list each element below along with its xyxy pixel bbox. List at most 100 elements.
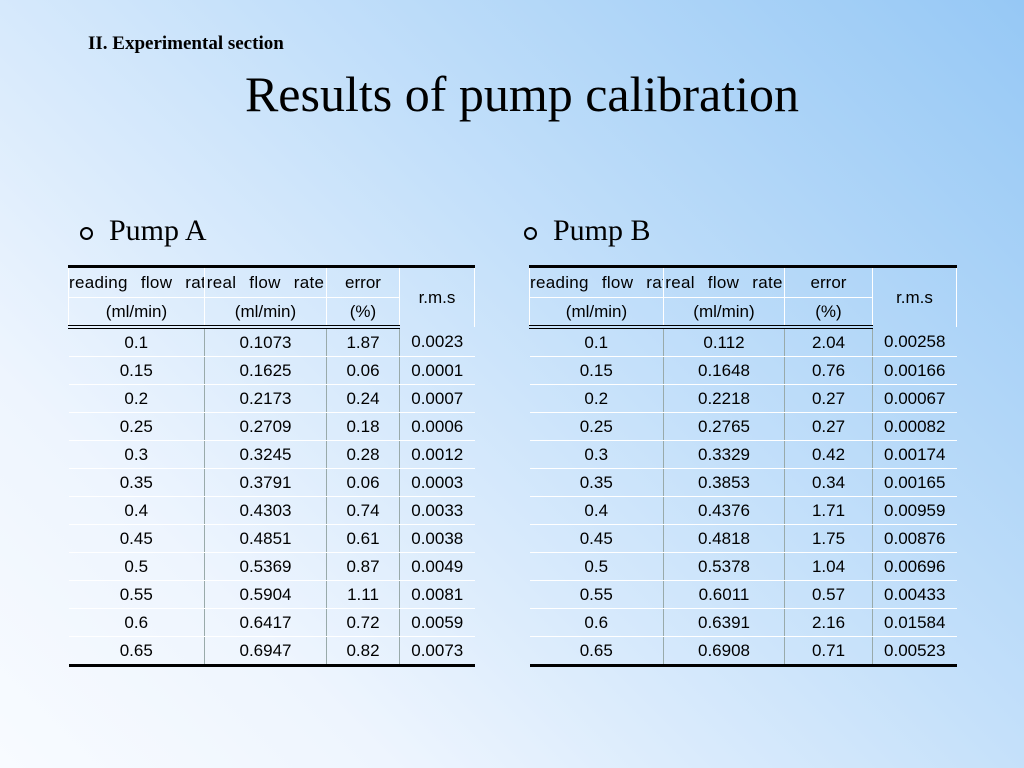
cell-reading-flow-rate: 0.55 xyxy=(68,580,205,609)
cell-reading-flow-rate: 0.3 xyxy=(68,440,205,469)
pump-a-label: Pump A xyxy=(80,214,207,248)
pump-a-table: reading flow rate real flow rate error r… xyxy=(68,265,475,667)
pump-b-label: Pump B xyxy=(524,214,651,248)
cell-real-flow-rate: 0.3329 xyxy=(663,440,785,469)
table-row: 0.2 0.2218 0.27 0.00067 xyxy=(529,384,957,413)
header-reading-flow-rate: reading flow rate xyxy=(529,265,664,298)
cell-rms: 0.0059 xyxy=(399,608,475,637)
cell-rms: 0.01584 xyxy=(872,608,957,637)
cell-rms: 0.0007 xyxy=(399,384,475,413)
cell-error: 0.27 xyxy=(784,412,873,441)
cell-reading-flow-rate: 0.35 xyxy=(529,468,664,497)
cell-reading-flow-rate: 0.15 xyxy=(529,356,664,385)
header-error-unit: (%) xyxy=(784,297,873,329)
cell-reading-flow-rate: 0.25 xyxy=(68,412,205,441)
cell-real-flow-rate: 0.3853 xyxy=(663,468,785,497)
cell-real-flow-rate: 0.1625 xyxy=(204,356,327,385)
section-heading: II. Experimental section xyxy=(88,33,284,54)
cell-error: 0.06 xyxy=(326,468,400,497)
table-row: 0.5 0.5378 1.04 0.00696 xyxy=(529,552,957,581)
table-row: 0.45 0.4851 0.61 0.0038 xyxy=(68,524,475,553)
table-row: 0.3 0.3245 0.28 0.0012 xyxy=(68,440,475,469)
cell-rms: 0.00523 xyxy=(872,636,957,667)
table-row: 0.3 0.3329 0.42 0.00174 xyxy=(529,440,957,469)
cell-reading-flow-rate: 0.15 xyxy=(68,356,205,385)
cell-real-flow-rate: 0.1648 xyxy=(663,356,785,385)
cell-real-flow-rate: 0.5378 xyxy=(663,552,785,581)
cell-rms: 0.00959 xyxy=(872,496,957,525)
table-row: 0.5 0.5369 0.87 0.0049 xyxy=(68,552,475,581)
cell-rms: 0.0038 xyxy=(399,524,475,553)
cell-error: 0.34 xyxy=(784,468,873,497)
header-rms: r.m.s xyxy=(872,265,957,327)
table-row: 0.55 0.6011 0.57 0.00433 xyxy=(529,580,957,609)
hollow-circle-bullet-icon xyxy=(80,226,93,240)
header-error: error xyxy=(326,265,400,298)
cell-rms: 0.0001 xyxy=(399,356,475,385)
cell-error: 1.04 xyxy=(784,552,873,581)
cell-error: 1.87 xyxy=(326,327,400,357)
cell-real-flow-rate: 0.2765 xyxy=(663,412,785,441)
table-row: 0.1 0.112 2.04 0.00258 xyxy=(529,327,957,357)
table-row: 0.15 0.1648 0.76 0.00166 xyxy=(529,356,957,385)
cell-reading-flow-rate: 0.5 xyxy=(68,552,205,581)
header-real-flow-rate: real flow rate xyxy=(204,265,327,298)
cell-reading-flow-rate: 0.2 xyxy=(68,384,205,413)
cell-rms: 0.0023 xyxy=(399,327,475,357)
cell-rms: 0.00174 xyxy=(872,440,957,469)
table-row: 0.65 0.6947 0.82 0.0073 xyxy=(68,636,475,667)
cell-rms: 0.00166 xyxy=(872,356,957,385)
cell-real-flow-rate: 0.112 xyxy=(663,327,785,357)
cell-reading-flow-rate: 0.6 xyxy=(529,608,664,637)
cell-reading-flow-rate: 0.1 xyxy=(68,327,205,357)
cell-reading-flow-rate: 0.55 xyxy=(529,580,664,609)
pump-a-label-text: Pump A xyxy=(109,214,207,247)
cell-rms: 0.00696 xyxy=(872,552,957,581)
header-error-unit: (%) xyxy=(326,297,400,329)
header-reading-flow-rate: reading flow rate xyxy=(68,265,205,298)
header-rms: r.m.s xyxy=(399,265,475,327)
cell-rms: 0.00165 xyxy=(872,468,957,497)
cell-real-flow-rate: 0.3245 xyxy=(204,440,327,469)
cell-error: 1.11 xyxy=(326,580,400,609)
cell-real-flow-rate: 0.6947 xyxy=(204,636,327,667)
cell-real-flow-rate: 0.5369 xyxy=(204,552,327,581)
cell-rms: 0.00082 xyxy=(872,412,957,441)
cell-real-flow-rate: 0.1073 xyxy=(204,327,327,357)
cell-error: 0.28 xyxy=(326,440,400,469)
cell-error: 0.74 xyxy=(326,496,400,525)
slide-title: Results of pump calibration xyxy=(244,66,800,122)
cell-reading-flow-rate: 0.6 xyxy=(68,608,205,637)
cell-rms: 0.0073 xyxy=(399,636,475,667)
cell-error: 0.72 xyxy=(326,608,400,637)
pump-b-table: reading flow rate real flow rate error r… xyxy=(529,265,957,667)
cell-error: 0.27 xyxy=(784,384,873,413)
cell-error: 0.57 xyxy=(784,580,873,609)
cell-rms: 0.0033 xyxy=(399,496,475,525)
pump-b-label-text: Pump B xyxy=(553,214,651,247)
cell-reading-flow-rate: 0.4 xyxy=(529,496,664,525)
cell-error: 0.82 xyxy=(326,636,400,667)
cell-real-flow-rate: 0.4818 xyxy=(663,524,785,553)
cell-real-flow-rate: 0.6908 xyxy=(663,636,785,667)
cell-rms: 0.0049 xyxy=(399,552,475,581)
cell-real-flow-rate: 0.4376 xyxy=(663,496,785,525)
table-row: 0.65 0.6908 0.71 0.00523 xyxy=(529,636,957,667)
header-real-flow-rate: real flow rate xyxy=(663,265,785,298)
table-row: 0.2 0.2173 0.24 0.0007 xyxy=(68,384,475,413)
cell-reading-flow-rate: 0.45 xyxy=(68,524,205,553)
cell-reading-flow-rate: 0.45 xyxy=(529,524,664,553)
cell-real-flow-rate: 0.6391 xyxy=(663,608,785,637)
cell-real-flow-rate: 0.4851 xyxy=(204,524,327,553)
cell-error: 2.04 xyxy=(784,327,873,357)
cell-error: 1.71 xyxy=(784,496,873,525)
cell-error: 0.76 xyxy=(784,356,873,385)
cell-error: 0.06 xyxy=(326,356,400,385)
header-real-unit: (ml/min) xyxy=(204,297,327,329)
cell-reading-flow-rate: 0.5 xyxy=(529,552,664,581)
cell-real-flow-rate: 0.2218 xyxy=(663,384,785,413)
cell-reading-flow-rate: 0.65 xyxy=(529,636,664,667)
cell-real-flow-rate: 0.5904 xyxy=(204,580,327,609)
cell-rms: 0.0003 xyxy=(399,468,475,497)
cell-error: 0.71 xyxy=(784,636,873,667)
